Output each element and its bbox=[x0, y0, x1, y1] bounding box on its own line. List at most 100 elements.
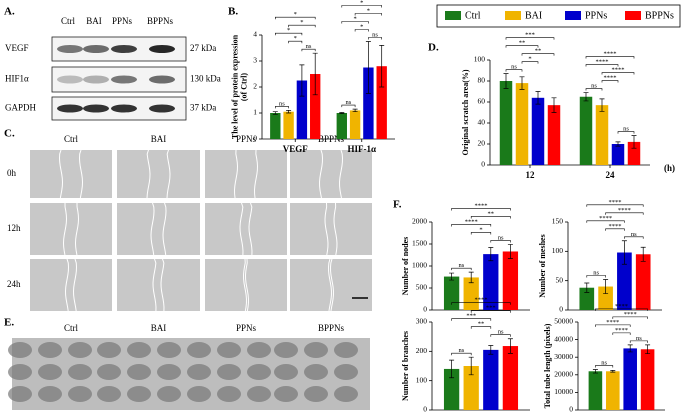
y-tick-label: 2000 bbox=[412, 217, 427, 226]
scratch-edge bbox=[330, 258, 334, 312]
y-tick-label: 100 bbox=[474, 55, 486, 64]
significance-bracket bbox=[521, 53, 555, 56]
significance-label: ns bbox=[636, 335, 642, 342]
significance-bracket bbox=[586, 204, 644, 207]
scratch-row-label: 12h bbox=[7, 223, 21, 233]
scratch-edge bbox=[58, 149, 63, 199]
tube-cell bbox=[187, 342, 211, 358]
blot-size-label: 27 kDa bbox=[190, 43, 216, 53]
bar bbox=[627, 141, 641, 165]
bar bbox=[336, 113, 347, 139]
tube-cell bbox=[187, 364, 211, 380]
y-tick-label: 100 bbox=[552, 246, 564, 255]
significance-label: **** bbox=[615, 327, 628, 334]
significance-label: ns bbox=[279, 100, 285, 107]
x-axis-label: (h) bbox=[664, 163, 675, 173]
significance-label: ns bbox=[601, 360, 607, 367]
scratch-image bbox=[290, 203, 372, 255]
error-bar bbox=[286, 110, 292, 114]
bar bbox=[502, 251, 519, 310]
blot-column-label: BAI bbox=[86, 16, 102, 26]
panel-letter: F. bbox=[393, 199, 402, 211]
error-bar bbox=[339, 112, 345, 114]
scratch-edge bbox=[146, 149, 151, 199]
tube-cell bbox=[157, 386, 181, 402]
significance-bracket bbox=[612, 316, 648, 319]
significance-bracket bbox=[595, 308, 648, 311]
error-bar bbox=[507, 338, 513, 354]
significance-bracket bbox=[470, 232, 492, 235]
tube-cell bbox=[304, 342, 328, 358]
significance-bracket bbox=[595, 324, 631, 327]
significance-bracket bbox=[605, 228, 625, 231]
bar bbox=[443, 276, 460, 310]
blot-band bbox=[149, 75, 175, 84]
significance-label: ns bbox=[459, 262, 465, 269]
y-tick-label: 1 bbox=[253, 108, 257, 117]
significance-bracket bbox=[354, 29, 369, 32]
significance-bracket bbox=[612, 332, 631, 335]
scratch-edge bbox=[78, 149, 83, 199]
tube-cell bbox=[334, 342, 358, 358]
tube-cell bbox=[97, 386, 121, 402]
panel-letter: E. bbox=[4, 317, 14, 329]
panel-letter: B. bbox=[228, 6, 238, 18]
legend-label: BAI bbox=[525, 10, 542, 21]
significance-label: **** bbox=[609, 223, 622, 230]
significance-bracket bbox=[368, 37, 382, 40]
y-tick-label: 0 bbox=[569, 405, 573, 414]
significance-bracket bbox=[490, 240, 511, 243]
significance-label: ns bbox=[372, 31, 378, 38]
bar bbox=[310, 74, 321, 139]
bar bbox=[376, 66, 387, 139]
error-bar bbox=[519, 76, 525, 90]
scratch-row-label: 24h bbox=[7, 279, 21, 289]
scratch-edge bbox=[339, 149, 343, 199]
significance-bracket bbox=[451, 267, 472, 271]
tube-column-label: BAI bbox=[151, 323, 167, 333]
y-tick-label: 0 bbox=[253, 134, 257, 143]
bar bbox=[606, 371, 620, 410]
significance-bracket bbox=[275, 16, 316, 20]
tube-column-label: BPPNs bbox=[318, 323, 345, 333]
scratch-column-label: Ctrl bbox=[64, 134, 79, 144]
scratch-edge bbox=[248, 202, 253, 256]
error-bar bbox=[352, 108, 358, 113]
legend-label: PPNs bbox=[585, 10, 607, 21]
scratch-image bbox=[30, 259, 112, 311]
significance-label: **** bbox=[596, 59, 609, 66]
tube-cell bbox=[38, 342, 62, 358]
tube-cell bbox=[68, 386, 92, 402]
significance-label: ** bbox=[488, 210, 495, 217]
tube-cell bbox=[157, 364, 181, 380]
blot-size-label: 37 kDa bbox=[190, 103, 216, 113]
significance-label: ns bbox=[631, 231, 637, 238]
y-tick-label: 80 bbox=[478, 76, 486, 85]
error-bar bbox=[468, 356, 474, 376]
scratch-edge bbox=[74, 202, 80, 256]
significance-bracket bbox=[617, 131, 635, 134]
bar bbox=[483, 254, 499, 310]
panel-letter: A. bbox=[4, 6, 15, 18]
significance-label: ns bbox=[511, 64, 517, 71]
significance-label: **** bbox=[612, 67, 625, 74]
y-axis-label: The level of protein expression bbox=[230, 34, 239, 139]
significance-label: ns bbox=[346, 99, 352, 106]
significance-label: ns bbox=[591, 83, 597, 90]
bar bbox=[635, 254, 651, 310]
error-bar bbox=[551, 97, 557, 113]
y-tick-label: 2 bbox=[253, 82, 257, 91]
tube-cell bbox=[334, 364, 358, 380]
y-tick-label: 150 bbox=[552, 217, 564, 226]
scratch-edge bbox=[324, 202, 329, 256]
scratch-edge bbox=[152, 258, 157, 312]
x-tick-label: 24 bbox=[606, 170, 616, 180]
blot-row-label: VEGF bbox=[5, 43, 29, 53]
significance-bracket bbox=[341, 104, 356, 108]
scratch-edge bbox=[160, 258, 165, 312]
tube-cell bbox=[97, 364, 121, 380]
error-bar bbox=[535, 91, 541, 105]
panel-letter: D. bbox=[428, 42, 439, 54]
significance-label: ns bbox=[593, 269, 599, 276]
